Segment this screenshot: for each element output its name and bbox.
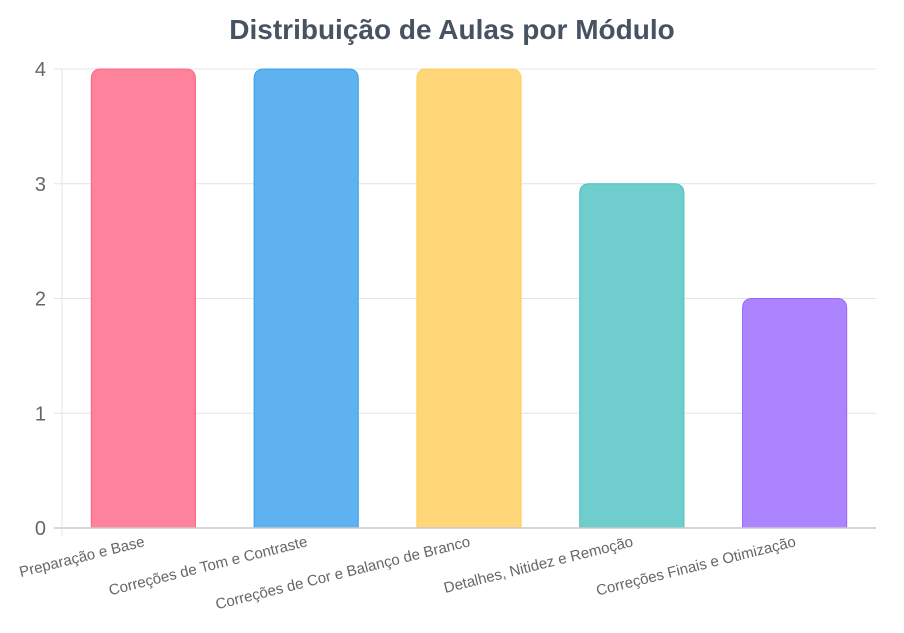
y-tick-label: 0 [35,518,46,540]
bar[interactable] [90,68,196,529]
y-tick-label: 2 [35,289,46,311]
bar[interactable] [579,183,685,529]
bar[interactable] [416,68,522,529]
x-tick-label: Preparação e Base [18,533,147,581]
bar[interactable] [253,68,359,529]
axes [54,69,876,536]
bars [90,68,848,529]
x-tick-label: Correções de Cor e Balanço de Branco [214,533,472,613]
chart-title: Distribuição de Aulas por Módulo [229,14,675,45]
y-tick-labels: 0 1 2 3 4 [35,59,46,540]
y-tick-label: 4 [35,59,46,81]
y-tick-label: 3 [35,174,46,196]
y-tick-label: 1 [35,403,46,425]
bar[interactable] [742,298,848,529]
